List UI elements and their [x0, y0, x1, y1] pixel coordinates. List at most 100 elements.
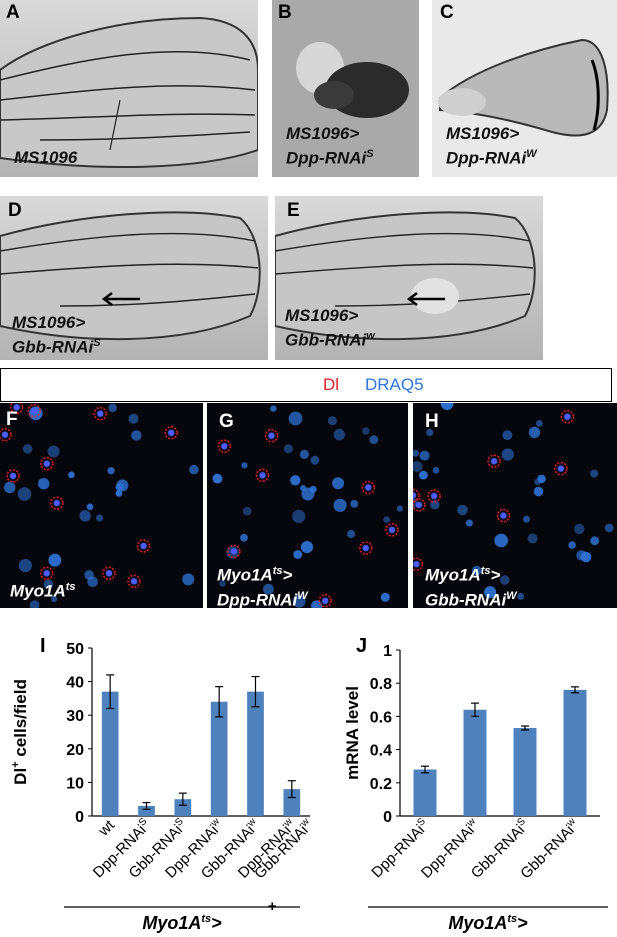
nucleus-dot [369, 435, 379, 444]
nucleus-dot [4, 481, 16, 494]
nucleus-dot [290, 475, 301, 486]
dl-positive-cell [39, 566, 54, 581]
genotype-label-g: Myo1Ats> Dpp-RNAiW [217, 561, 308, 608]
nucleus-dot [528, 426, 541, 439]
dl-positive-cell [413, 557, 424, 571]
legend-draq5: DRAQ5 [365, 375, 424, 394]
dl-positive-nucleus [140, 542, 147, 550]
nucleus-dot [527, 533, 538, 544]
nucleus-dot [17, 487, 32, 501]
genotype-sup2-g: W [297, 589, 308, 602]
panel-h-micrograph: H Myo1Ats> Gbb-RNAiW [413, 403, 617, 608]
dl-positive-nucleus [43, 570, 50, 577]
nucleus-dot [327, 416, 337, 426]
dl-positive-cell [554, 461, 568, 476]
wing-drawing-b [296, 42, 409, 118]
nucleus-dot [523, 515, 530, 523]
cell-field-h [413, 403, 614, 600]
wing-drawing-d [0, 211, 261, 341]
nucleus-dot [432, 466, 440, 474]
genotype-label-d: MS1096> Gbb-RNAiS [12, 313, 101, 358]
genotype-label-c: MS1096> Dpp-RNAiW [446, 124, 537, 169]
genotype-rnai-c: Dpp-RNAi [446, 148, 527, 168]
y-tick-label: 0.8 [370, 676, 392, 693]
nucleus-dot [299, 449, 309, 459]
nucleus-dot [457, 504, 468, 516]
nucleus-dot [471, 565, 482, 576]
nucleus-dot [86, 503, 94, 511]
nucleus-dot [580, 551, 592, 563]
nucleus-dot [590, 536, 600, 546]
dl-positive-cell [93, 406, 108, 421]
genotype-sup-c: W [526, 148, 537, 160]
nucleus-dot [426, 428, 434, 437]
dl-positive-nucleus [221, 443, 228, 450]
y-axis-label: mRNA level [343, 686, 362, 780]
nucleus-dot [51, 596, 58, 603]
dl-positive-nucleus [413, 492, 417, 499]
genotype-rnai-d: Gbb-RNAi [12, 337, 94, 357]
dl-positive-nucleus [430, 492, 438, 500]
genotype-sup2-h: W [506, 589, 517, 602]
panel-f-micrograph: F Myo1Ats [0, 403, 203, 608]
panel-c-wing-image: C MS1096> Dpp-RNAiW [432, 0, 617, 177]
nucleus-dot [301, 487, 315, 501]
nucleus-dot [604, 523, 614, 533]
genotype-line2-c: Dpp-RNAiW [446, 144, 537, 169]
nucleus-dot [419, 470, 428, 480]
dl-positive-cell [217, 439, 232, 453]
genotype-main-g: Myo1A [217, 565, 273, 585]
y-tick-label: 50 [66, 641, 84, 658]
nucleus-dot [116, 479, 129, 492]
nucleus-dot [465, 519, 473, 527]
bar [101, 691, 119, 816]
dl-positive-cell [164, 426, 178, 440]
genotype-label-e: MS1096> Gbb-RNAiw [285, 306, 375, 351]
genotype-sup-f: ts [65, 581, 76, 593]
nucleus-dot [29, 600, 40, 608]
group-label: Myo1Ats> [448, 913, 528, 933]
panel-letter-f: F [6, 409, 18, 430]
dl-positive-cell [560, 409, 575, 424]
genotype-sup-d: S [93, 337, 101, 349]
panel-letter-a: A [6, 2, 20, 23]
dl-positive-nucleus [413, 561, 420, 568]
group-label: Myo1Ats> [142, 913, 222, 933]
nucleus-dot [283, 444, 293, 454]
genotype-rnai-g: Dpp-RNAi [217, 590, 298, 608]
nucleus-dot [362, 427, 370, 435]
y-tick-label: 0 [75, 809, 84, 826]
nucleus-dot [212, 473, 223, 484]
nucleus-dot [517, 592, 525, 600]
genotype-line1-d: MS1096> [12, 313, 86, 332]
dl-positive-cell [496, 508, 511, 523]
dl-positive-cell [40, 456, 54, 471]
dl-positive-nucleus [168, 429, 175, 436]
y-tick-label: 0.6 [370, 709, 392, 726]
nucleus-dot [350, 500, 359, 508]
dl-positive-cell [413, 498, 426, 512]
nucleus-dot [293, 550, 303, 559]
y-tick-label: 0.2 [370, 776, 392, 793]
genotype-line1-b: MS1096> [286, 124, 360, 143]
legend-dl: Dl [323, 375, 340, 394]
nucleus-dot [347, 529, 356, 539]
dl-positive-nucleus [365, 484, 372, 491]
stain-legend: Dl DRAQ5 [0, 368, 612, 402]
nucleus-dot [574, 523, 585, 535]
genotype-sup-e: w [366, 330, 375, 342]
nucleus-dot [568, 541, 576, 549]
bar [174, 799, 192, 816]
dl-positive-nucleus [564, 413, 571, 420]
nucleus-dot [38, 478, 50, 490]
dl-positive-nucleus [9, 472, 17, 480]
bar [138, 805, 155, 816]
nucleus-dot [311, 600, 323, 608]
nucleus-dot [292, 594, 306, 608]
nucleus-dot [219, 580, 226, 587]
dl-positive-nucleus [230, 548, 238, 555]
panel-letter-h: H [425, 411, 439, 432]
nucleus-dot [501, 448, 514, 461]
bar [463, 709, 487, 816]
